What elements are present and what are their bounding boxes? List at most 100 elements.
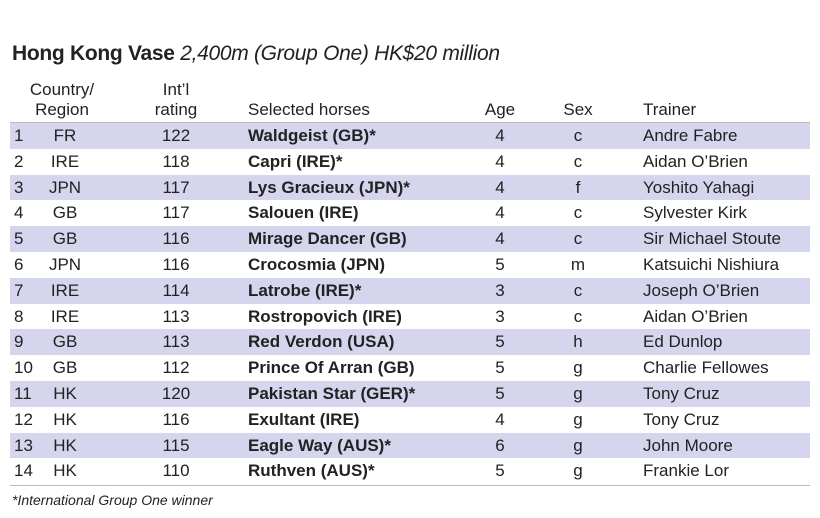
column-header: Country/Region (30, 80, 94, 120)
sex-cell: m (570, 255, 586, 274)
table-bottom-rule (10, 485, 810, 487)
rating-cell: 113 (162, 332, 190, 352)
sex-cell: c (573, 306, 583, 326)
country-cell: IRE (50, 280, 80, 300)
age-cell: 4 (495, 229, 505, 249)
column-header: Selected horses (248, 100, 370, 120)
horse-cell: Mirage Dancer (GB) (248, 229, 407, 249)
rating-cell: 122 (161, 126, 191, 145)
rank-cell: 12 (14, 409, 33, 429)
country-cell: GB (52, 332, 78, 352)
table-row: 14 HK 110 Ruthven (AUS)* 5 g Frankie Lor (10, 458, 810, 484)
rank-cell: 13 (14, 435, 33, 455)
rank-cell: 9 (14, 332, 24, 352)
age-cell: 5 (495, 384, 505, 403)
sex-cell: c (573, 229, 583, 249)
age-cell: 5 (495, 358, 505, 378)
column-header: Sex (563, 100, 592, 120)
trainer-cell: Frankie Lor (643, 461, 729, 481)
table-row: 3 JPN 117 Lys Gracieux (JPN)* 4 f Yoshito Yaha… (10, 174, 810, 201)
age-cell: 5 (495, 461, 505, 481)
trainer-cell: Joseph O’Brien (643, 280, 760, 300)
rating-cell: 112 (162, 358, 190, 378)
header-line: Country/ (29, 80, 95, 99)
trainer-cell: Sir Michael Stoute (643, 229, 781, 249)
sex-cell: c (573, 280, 583, 300)
age-cell: 5 (495, 255, 505, 274)
rating-cell: 116 (162, 229, 190, 249)
rating-cell: 110 (162, 461, 190, 481)
header-line: Sex (563, 100, 593, 119)
rank-cell: 11 (14, 384, 32, 403)
sex-cell: g (573, 461, 583, 481)
horse-cell: Waldgeist (GB)* (248, 126, 376, 145)
trainer-cell: Charlie Fellowes (643, 358, 769, 378)
trainer-cell: Tony Cruz (643, 384, 720, 403)
trainer-cell: Aidan O’Brien (643, 151, 748, 171)
table-row: 9 GB 113 Red Verdon (USA) 5 h Ed Dunlop (10, 329, 810, 356)
column-header: Age (485, 100, 515, 120)
table-row: 11 HK 120 Pakistan Star (GER)* 5 g Tony Cruz (10, 381, 810, 407)
country-cell: GB (52, 229, 78, 249)
country-cell: GB (52, 358, 78, 378)
age-cell: 4 (495, 126, 505, 145)
trainer-cell: Yoshito Yahagi (643, 177, 755, 197)
horse-cell: Ruthven (AUS)* (248, 461, 375, 481)
rank-cell: 10 (14, 358, 33, 378)
table-row: 2 IRE 118 Capri (IRE)* 4 c Aidan O’Brien (10, 149, 810, 175)
header-line: Selected horses (248, 100, 370, 119)
horse-cell: Prince Of Arran (GB) (248, 358, 415, 378)
rating-cell: 118 (162, 151, 190, 171)
trainer-cell: Andre Fabre (643, 126, 738, 145)
footnote: *International Group One winner (12, 492, 213, 508)
country-cell: JPN (48, 255, 82, 274)
rating-cell: 117 (162, 203, 190, 223)
sex-cell: f (575, 177, 581, 197)
horse-cell: Red Verdon (USA) (248, 332, 395, 352)
horse-cell: Eagle Way (AUS)* (248, 435, 391, 455)
horse-cell: Pakistan Star (GER)* (248, 384, 416, 403)
country-cell: JPN (48, 177, 82, 197)
header-line: Region (35, 100, 89, 119)
header-line: rating (154, 100, 198, 119)
sex-cell: c (573, 126, 583, 145)
header-rule (10, 122, 810, 123)
trainer-cell: Katsuichi Nishiura (643, 255, 780, 274)
header-line: Int’l (162, 80, 190, 99)
column-header: Int’l rating (155, 80, 198, 120)
age-cell: 6 (495, 435, 505, 455)
country-cell: GB (52, 203, 78, 223)
rating-cell: 114 (162, 280, 190, 300)
table-row: 10 GB 112 Prince Of Arran (GB) 5 g Charlie Fel… (10, 355, 810, 381)
table-row: 12 HK 116 Exultant (IRE) 4 g Tony Cruz (10, 407, 810, 433)
table-row: 8 IRE 113 Rostropovich (IRE) 3 c Aidan O’Brien (10, 304, 810, 330)
horse-cell: Crocosmia (JPN) (248, 255, 385, 274)
trainer-cell: John Moore (643, 435, 733, 455)
age-cell: 3 (495, 280, 505, 300)
table-row: 4 GB 117 Salouen (IRE) 4 c Sylvester Kirk (10, 200, 810, 226)
sex-cell: g (573, 384, 583, 403)
horse-cell: Rostropovich (IRE) (248, 306, 402, 326)
horse-cell: Latrobe (IRE)* (248, 280, 362, 300)
sex-cell: h (573, 332, 583, 352)
rank-cell: 3 (14, 177, 24, 197)
country-cell: HK (53, 409, 77, 429)
trainer-cell: Sylvester Kirk (643, 203, 747, 223)
rank-cell: 1 (14, 126, 24, 145)
country-cell: HK (53, 384, 77, 403)
title-bold: Hong Kong Vase (12, 42, 175, 65)
rating-cell: 115 (162, 435, 190, 455)
title: Hong Kong Vase 2,400m (Group One) HK$20 … (12, 42, 500, 66)
column-header: Trainer (643, 100, 696, 120)
age-cell: 4 (495, 203, 505, 223)
table-row: 1 FR 122 Waldgeist (GB)* 4 c Andre Fabre (10, 123, 810, 149)
table-row: 13 HK 115 Eagle Way (AUS)* 6 g John Moore (10, 432, 810, 459)
age-cell: 4 (495, 409, 505, 429)
age-cell: 3 (495, 306, 505, 326)
rank-cell: 4 (14, 203, 24, 223)
horse-cell: Capri (IRE)* (248, 151, 343, 171)
horse-cell: Salouen (IRE) (248, 203, 359, 223)
trainer-cell: Tony Cruz (643, 409, 720, 429)
table-row: 6 JPN 116 Crocosmia (JPN) 5 m Katsuichi Nishiu… (10, 252, 810, 278)
age-cell: 4 (495, 177, 505, 197)
